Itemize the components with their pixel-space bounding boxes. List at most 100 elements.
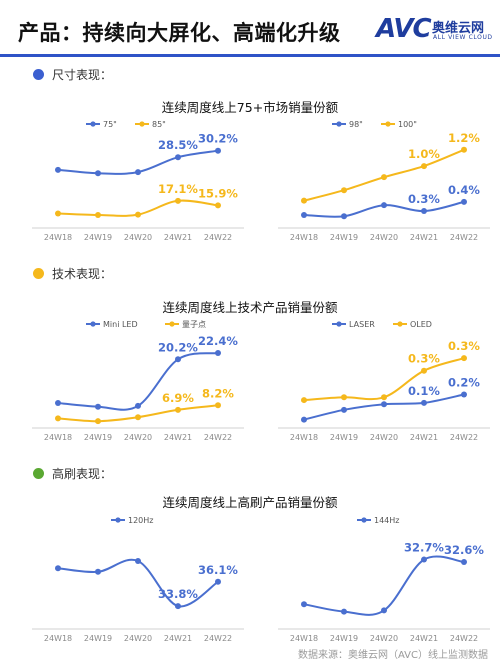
logo-mark: AVC (376, 14, 432, 44)
legend-item: OLED (393, 320, 432, 329)
data-point (461, 146, 467, 153)
data-label: 6.9% (162, 391, 194, 405)
data-point (215, 578, 221, 585)
data-point (95, 403, 101, 410)
series-line (303, 555, 465, 616)
data-point (95, 170, 101, 177)
legend-label: 75" (103, 120, 117, 129)
data-point (461, 198, 467, 205)
data-point (461, 355, 467, 362)
data-point (381, 401, 387, 408)
data-label: 32.6% (444, 543, 484, 557)
section-dot-blue (33, 69, 44, 80)
data-point (175, 406, 181, 413)
data-point (55, 166, 61, 173)
x-tick-label: 24W18 (44, 634, 72, 643)
legend-label: 144Hz (374, 516, 399, 525)
x-tick-label: 24W20 (124, 233, 152, 242)
x-tick-label: 24W19 (84, 233, 112, 242)
x-tick-label: 24W18 (290, 634, 318, 643)
header-rule (0, 54, 500, 57)
legend-marker (336, 121, 342, 127)
legend-item: 120Hz (111, 516, 153, 525)
x-tick-label: 24W18 (44, 233, 72, 242)
data-point (341, 608, 347, 615)
legend-marker (90, 121, 96, 127)
x-tick-label: 24W20 (124, 433, 152, 442)
data-label: 0.3% (448, 339, 480, 353)
data-point (175, 197, 181, 204)
data-point (381, 607, 387, 614)
legend-item: 85" (135, 120, 166, 129)
legend-marker (336, 321, 342, 327)
x-tick-label: 24W21 (164, 233, 192, 242)
section-tech-label: 技术表现： (52, 267, 113, 281)
x-tick-label: 24W22 (204, 634, 232, 643)
x-tick-label: 24W19 (84, 634, 112, 643)
data-point (135, 558, 141, 565)
data-label: 20.2% (158, 340, 198, 354)
data-point (421, 399, 427, 406)
legend-label: 85" (152, 120, 166, 129)
data-label: 8.2% (202, 386, 234, 400)
x-tick-label: 24W21 (410, 433, 438, 442)
legend-marker (361, 517, 367, 523)
data-point (215, 147, 221, 154)
data-label: 1.0% (408, 147, 440, 161)
x-tick-label: 24W21 (164, 634, 192, 643)
page-title: 产品：持续向大屏化、高端化升级 (18, 21, 341, 45)
legend-marker (169, 321, 175, 327)
data-point (421, 367, 427, 374)
footer-source: 数据来源：奥维云网（AVC）线上监测数据 (297, 650, 488, 661)
x-tick-label: 24W20 (370, 233, 398, 242)
chart-size-75-85: 75" 85" 24W18 24W19 24W20 24W21 24W22 28.5% 30.2… (32, 120, 244, 242)
data-label: 36.1% (198, 563, 238, 577)
data-label: 22.4% (198, 334, 238, 348)
x-tick-label: 24W21 (410, 634, 438, 643)
data-point (55, 400, 61, 407)
legend-marker (385, 121, 391, 127)
x-tick-label: 24W19 (330, 433, 358, 442)
panel-size-title: 连续周度线上75+市场销量份额 (161, 100, 339, 115)
legend-item: 量子点 (165, 320, 206, 329)
data-label: 15.9% (198, 186, 238, 200)
data-label: 33.8% (158, 587, 198, 601)
data-label: 32.7% (404, 541, 444, 555)
data-point (175, 603, 181, 610)
x-tick-label: 24W18 (290, 233, 318, 242)
data-point (95, 211, 101, 218)
chart-refresh-144hz: 144Hz 24W18 24W19 24W20 24W21 24W22 32.7% 32.6% (278, 516, 490, 643)
section-dot-orange (33, 268, 44, 279)
x-tick-label: 24W22 (450, 233, 478, 242)
x-tick-label: 24W18 (44, 433, 72, 442)
legend-item: LASER (332, 320, 375, 329)
data-point (341, 187, 347, 194)
data-label: 0.2% (448, 375, 480, 389)
data-label: 30.2% (198, 132, 238, 146)
section-size-label: 尺寸表现： (52, 68, 113, 82)
chart-refresh-120hz: 120Hz 24W18 24W19 24W20 24W21 24W22 33.8%36.1% (32, 516, 244, 643)
data-label: 0.3% (408, 352, 440, 366)
legend-item: 98" (332, 120, 363, 129)
data-label: 0.3% (408, 192, 440, 206)
x-tick-label: 24W20 (370, 433, 398, 442)
legend-label: 120Hz (128, 516, 153, 525)
section-dot-green (33, 468, 44, 479)
data-point (461, 391, 467, 398)
x-tick-label: 24W21 (410, 233, 438, 242)
data-point (301, 211, 307, 218)
legend-label: 量子点 (182, 320, 206, 329)
data-point (381, 174, 387, 181)
data-point (381, 394, 387, 401)
data-point (135, 169, 141, 176)
data-label: 28.5% (158, 138, 198, 152)
data-point (461, 559, 467, 566)
data-point (421, 556, 427, 563)
page-header: 产品：持续向大屏化、高端化升级 AVC 奥维云网 ALL VIEW CLOUD (0, 0, 500, 62)
data-point (135, 402, 141, 409)
data-point (381, 202, 387, 209)
x-tick-label: 24W22 (450, 433, 478, 442)
panel-refresh-title: 连续周度线上高刷产品销量份额 (162, 495, 338, 510)
chart-tech-laser-oled: LASER OLED 24W18 24W19 24W20 24W21 24W22 0.1% 0.… (278, 320, 490, 442)
legend-label: 100" (398, 120, 417, 129)
